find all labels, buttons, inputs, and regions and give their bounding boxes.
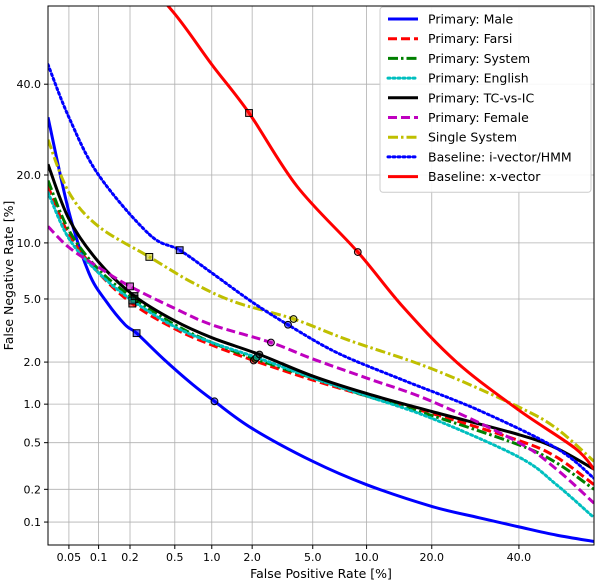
y-tick-label: 0.2 — [24, 483, 42, 496]
y-tick-label: 40.0 — [17, 78, 42, 91]
legend-label: Primary: Male — [428, 12, 513, 27]
series-marker-square — [245, 109, 253, 117]
x-tick-label: 10.0 — [354, 551, 379, 564]
x-axis-label: False Positive Rate [%] — [250, 566, 392, 580]
markers-layer — [126, 109, 362, 406]
legend-label: Primary: Female — [428, 110, 529, 125]
series-line-7 — [48, 139, 594, 463]
y-tick-label: 5.0 — [24, 293, 42, 306]
y-tick-label: 2.0 — [24, 356, 42, 369]
legend: Primary: Male Primary: Farsi Primary: Syst… — [379, 6, 592, 193]
series-marker-circle — [267, 338, 275, 347]
legend-label: Primary: TC-vs-IC — [428, 90, 534, 105]
series-marker-circle — [353, 248, 362, 256]
legend-label: Single System — [428, 130, 517, 145]
y-tick-label: 10.0 — [17, 237, 42, 250]
x-tick-label: 0.1 — [90, 551, 108, 564]
series-marker-square — [132, 329, 141, 338]
x-tick-label: 0.05 — [57, 551, 82, 564]
series-marker-circle — [289, 315, 298, 323]
legend-box — [379, 6, 592, 193]
x-axis-ticks: 0.05 0.1 0.2 0.5 1.0 2.0 5.0 10.0 20.0 40.0 — [57, 545, 532, 564]
legend-label: Primary: System — [428, 51, 530, 66]
legend-label: Primary: Farsi — [428, 31, 512, 46]
legend-label: Primary: English — [428, 71, 529, 86]
series-marker-circle — [284, 320, 292, 329]
series-line-6 — [48, 225, 594, 505]
series-marker-square — [145, 252, 154, 261]
x-tick-label: 0.5 — [166, 551, 184, 564]
grid-lines — [48, 6, 594, 545]
series-line-3 — [48, 180, 594, 491]
y-tick-label: 20.0 — [17, 169, 42, 182]
series-marker-square — [126, 282, 134, 291]
series-marker-circle — [255, 350, 264, 359]
x-tick-label: 1.0 — [203, 551, 221, 564]
y-tick-label: 1.0 — [24, 398, 42, 411]
x-tick-label: 40.0 — [507, 551, 532, 564]
x-tick-label: 2.0 — [243, 551, 261, 564]
x-tick-label: 20.0 — [420, 551, 445, 564]
y-axis-ticks: 0.1 0.2 0.5 1.0 2.0 5.0 10.0 20.0 40.0 — [17, 78, 48, 529]
series-line-8 — [48, 63, 594, 480]
y-tick-label: 0.1 — [24, 516, 42, 529]
legend-label: Baseline: x-vector — [428, 169, 541, 184]
series-marker-square — [175, 246, 184, 255]
series-marker-circle — [210, 397, 219, 406]
x-tick-label: 5.0 — [304, 551, 322, 564]
legend-label: Baseline: i-vector/HMM — [428, 149, 572, 164]
x-tick-label: 0.2 — [121, 551, 139, 564]
y-axis-label: False Negative Rate [%] — [1, 201, 16, 351]
series-marker-square — [130, 292, 139, 300]
y-tick-label: 0.5 — [24, 437, 42, 450]
plot-frame — [47, 5, 595, 546]
